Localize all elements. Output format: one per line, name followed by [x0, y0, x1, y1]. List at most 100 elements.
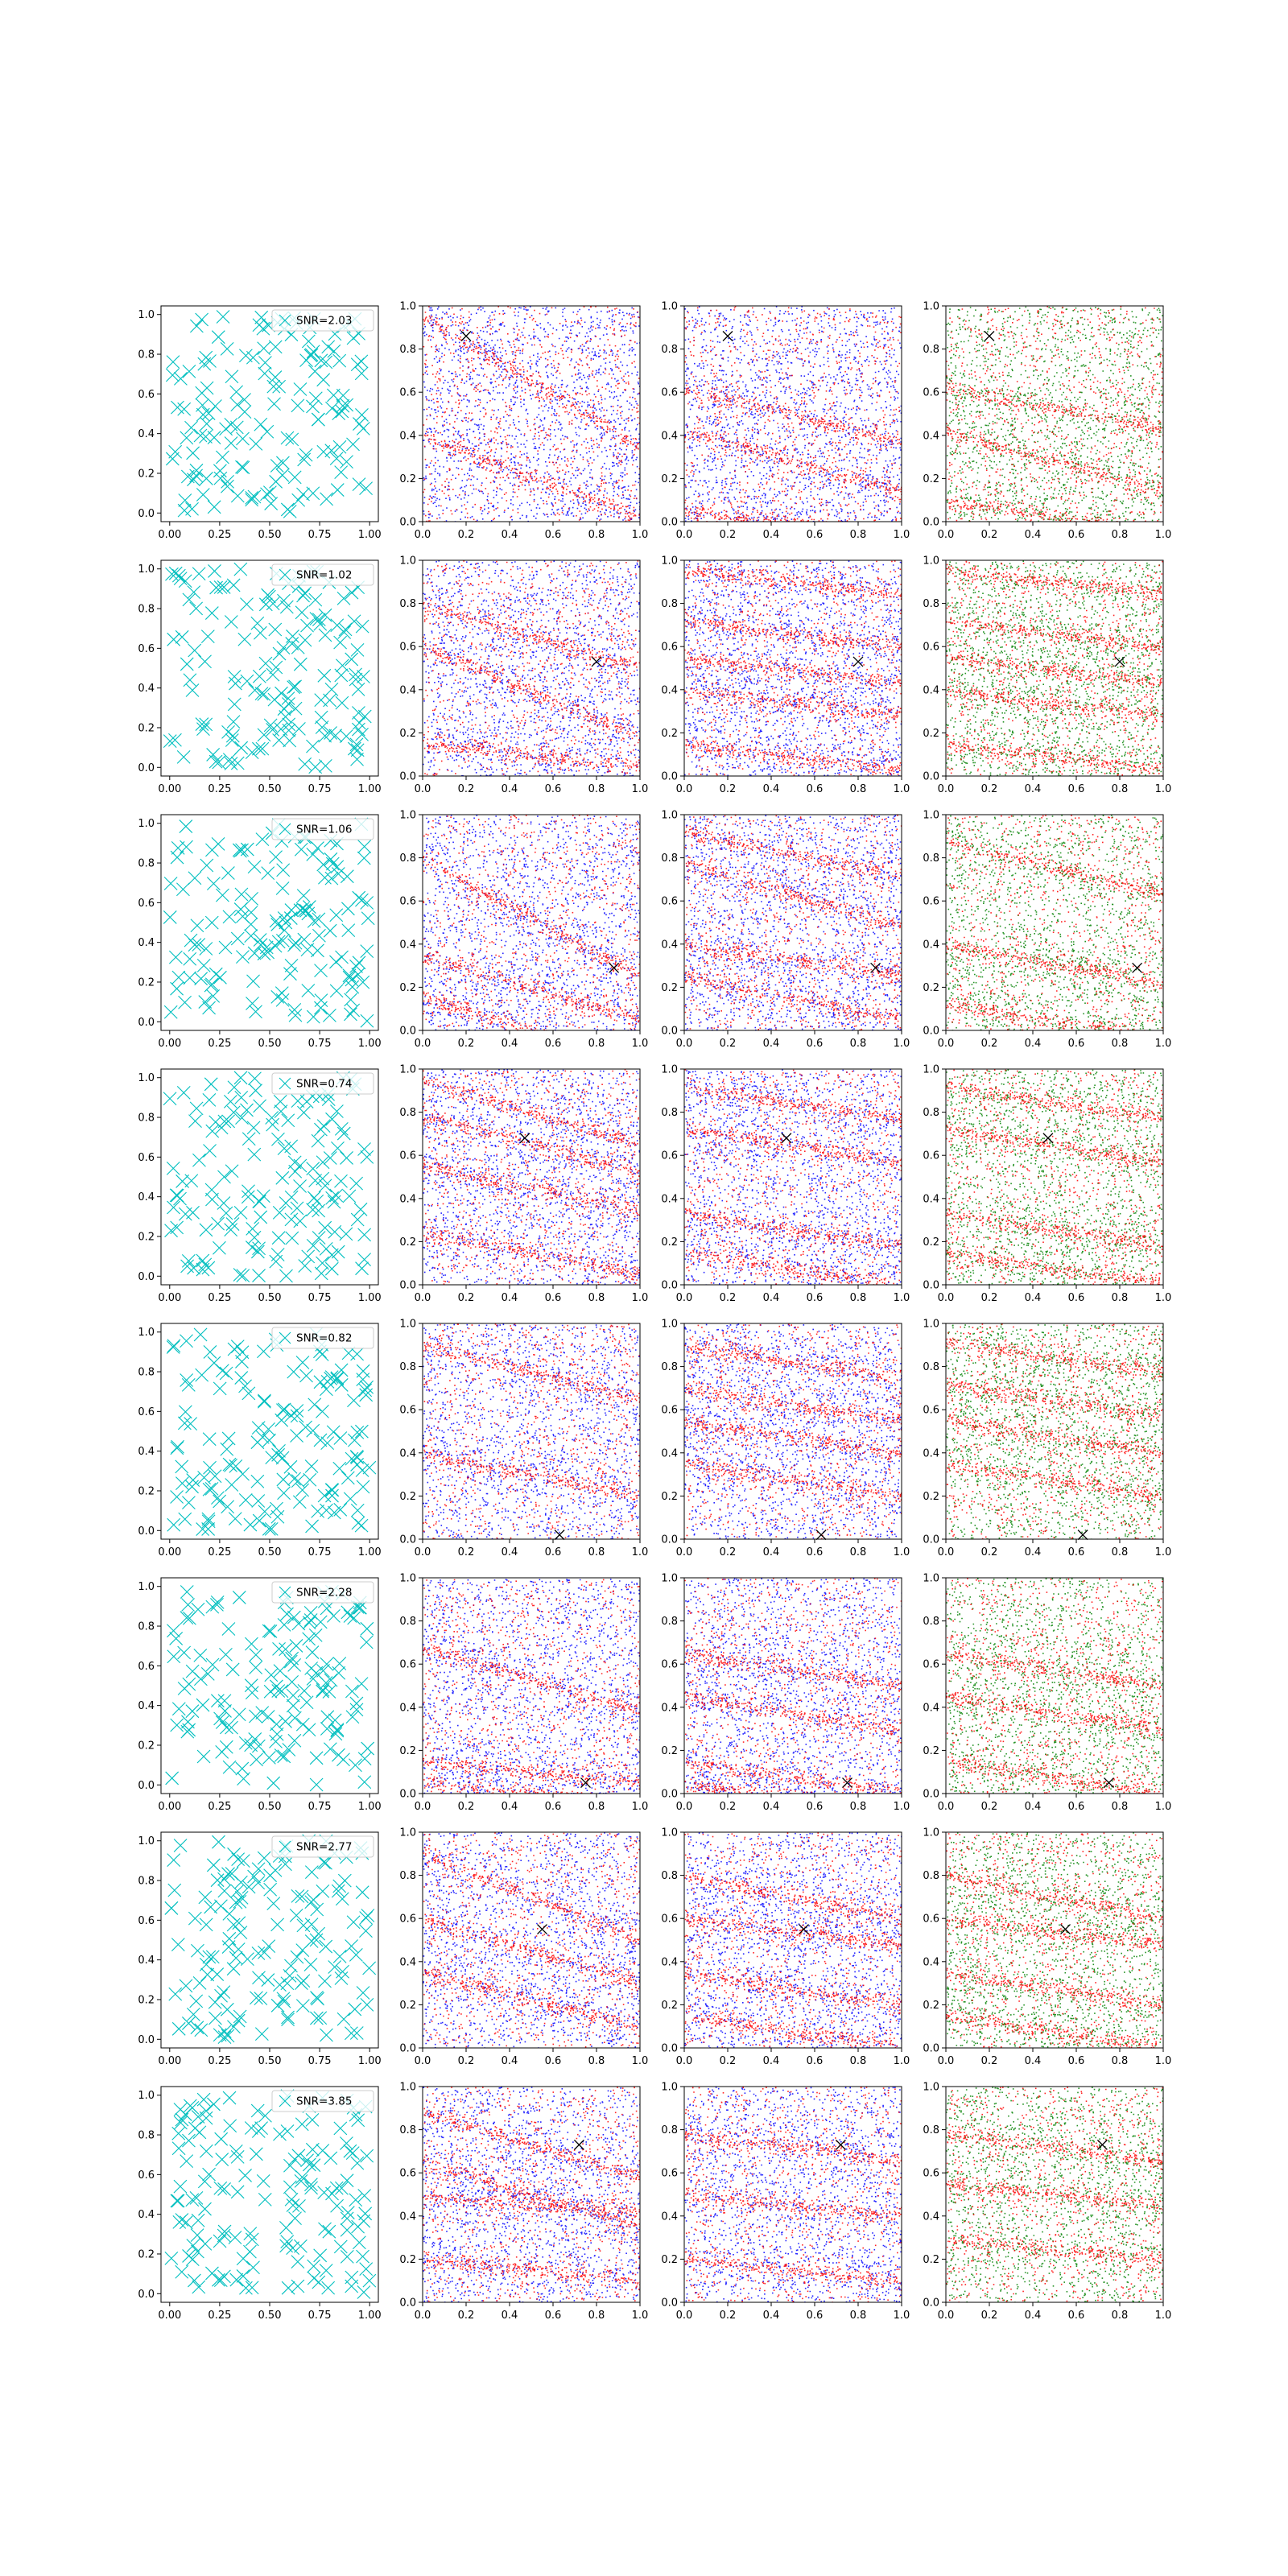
x-tick-label: 0.6 — [545, 1546, 562, 1558]
cross-marker — [244, 2227, 257, 2240]
cross-marker — [283, 1743, 295, 1756]
cross-marker — [212, 1217, 225, 1230]
y-tick-label: 0.6 — [661, 387, 678, 399]
cross-marker — [200, 1224, 213, 1236]
cross-marker — [314, 617, 327, 630]
cross-marker — [258, 367, 271, 380]
y-tick-label: 0.0 — [661, 1534, 678, 1546]
cross-marker — [169, 951, 182, 964]
cross-marker — [193, 1976, 206, 1989]
x-tick-label: 0.8 — [850, 2310, 867, 2322]
cross-marker — [256, 1707, 269, 1719]
y-tick-label: 0.0 — [138, 2289, 155, 2301]
cross-marker — [216, 889, 229, 902]
cross-marker — [221, 2003, 233, 2016]
y-tick-label: 0.8 — [923, 1616, 939, 1628]
cross-marker — [180, 1374, 193, 1387]
y-tick-label: 0.6 — [661, 1659, 678, 1671]
cross-marker — [203, 2168, 216, 2181]
y-tick-label: 1.0 — [661, 1827, 678, 1839]
y-tick-label: 0.4 — [399, 1447, 416, 1459]
cross-marker — [187, 447, 200, 460]
subplot-scatter-row-7-col-4: 0.0 0.2 0.4 0.6 0.8 1.00.00.20.40.60.81.0 — [923, 1827, 1171, 2068]
cross-marker — [356, 620, 369, 633]
y-tick-label: 0.4 — [138, 1955, 155, 1967]
y-tick-label: 0.4 — [661, 1193, 678, 1205]
cross-marker — [328, 1506, 341, 1519]
cross-marker — [355, 355, 368, 368]
x-tick-label: 0.6 — [545, 529, 562, 541]
cross-marker — [245, 1637, 258, 1650]
cross-marker — [316, 1257, 328, 1269]
cross-marker — [197, 959, 210, 972]
cross-marker — [258, 2109, 271, 2122]
x-tick-label: 0.0 — [938, 1801, 955, 1813]
y-tick-label: 0.0 — [138, 2034, 155, 2046]
cross-marker — [318, 1975, 331, 1988]
x-tick-label: 0.2 — [720, 529, 737, 541]
cross-marker — [279, 1643, 292, 1656]
cross-marker — [217, 1170, 230, 1183]
cross-marker — [237, 461, 250, 474]
legend-label: SNR=2.77 — [296, 1841, 352, 1854]
x-tick-label: 0.25 — [208, 783, 231, 795]
x-tick-label: 0.4 — [1025, 1038, 1042, 1050]
x-tick-label: 0.25 — [208, 1801, 231, 1813]
signal-points — [423, 1069, 641, 1286]
cross-marker — [350, 1703, 363, 1716]
cross-marker — [353, 418, 365, 431]
y-tick-label: 0.0 — [399, 1280, 416, 1292]
x-tick-label: 0.8 — [588, 1801, 605, 1813]
y-tick-label: 0.8 — [923, 1870, 939, 1882]
cross-marker — [256, 1430, 269, 1443]
cross-marker — [171, 2194, 184, 2207]
x-tick-label: 0.0 — [676, 2310, 693, 2322]
cross-marker — [282, 1114, 295, 1127]
axes-frame — [684, 1578, 902, 1794]
x-tick-label: 0.2 — [458, 529, 475, 541]
y-tick-label: 0.4 — [661, 2211, 678, 2223]
y-tick-label: 0.8 — [399, 1107, 416, 1119]
x-tick-label: 1.00 — [358, 2055, 382, 2067]
x-tick-label: 0.2 — [720, 1292, 737, 1304]
cross-marker — [360, 2263, 373, 2276]
cross-marker — [179, 996, 192, 1009]
x-tick-label: 0.6 — [807, 2055, 824, 2067]
scatter-points — [684, 2087, 902, 2303]
cross-marker — [186, 2253, 199, 2266]
y-tick-label: 0.6 — [399, 2168, 416, 2180]
cross-marker — [340, 730, 353, 743]
cross-marker — [208, 1356, 221, 1369]
x-tick-label: 1.0 — [894, 783, 910, 795]
y-tick-label: 0.8 — [661, 1616, 678, 1628]
x-tick-label: 0.50 — [258, 529, 282, 541]
cross-marker — [175, 1460, 188, 1473]
x-tick-label: 0.6 — [1068, 1038, 1085, 1050]
y-tick-label: 0.2 — [399, 1491, 416, 1503]
y-tick-label: 1.0 — [399, 1827, 416, 1839]
cross-marker — [267, 380, 280, 393]
cross-marker — [292, 722, 305, 735]
y-tick-label: 0.2 — [661, 728, 678, 740]
cross-marker — [279, 1715, 292, 1728]
cross-marker — [242, 1185, 255, 1198]
cross-marker — [354, 1203, 367, 1216]
x-tick-label: 0.4 — [763, 1292, 780, 1304]
x-tick-label: 0.6 — [1068, 2055, 1085, 2067]
x-tick-label: 0.4 — [1025, 1546, 1042, 1558]
cross-marker — [196, 1368, 208, 1381]
cross-marker — [361, 1998, 374, 2011]
x-tick-label: 1.00 — [358, 1801, 382, 1813]
cross-marker — [334, 1174, 347, 1187]
y-tick-label: 0.2 — [399, 473, 416, 485]
cross-marker — [213, 756, 225, 769]
x-tick-label: 0.6 — [1068, 783, 1085, 795]
cross-marker — [287, 1365, 300, 1378]
cross-marker — [319, 629, 332, 642]
cross-marker — [334, 2240, 347, 2253]
cross-marker — [251, 2104, 264, 2117]
cross-marker — [250, 1753, 263, 1766]
y-tick-label: 0.2 — [399, 2254, 416, 2266]
cross-marker — [333, 1657, 346, 1670]
cross-marker — [287, 630, 299, 642]
